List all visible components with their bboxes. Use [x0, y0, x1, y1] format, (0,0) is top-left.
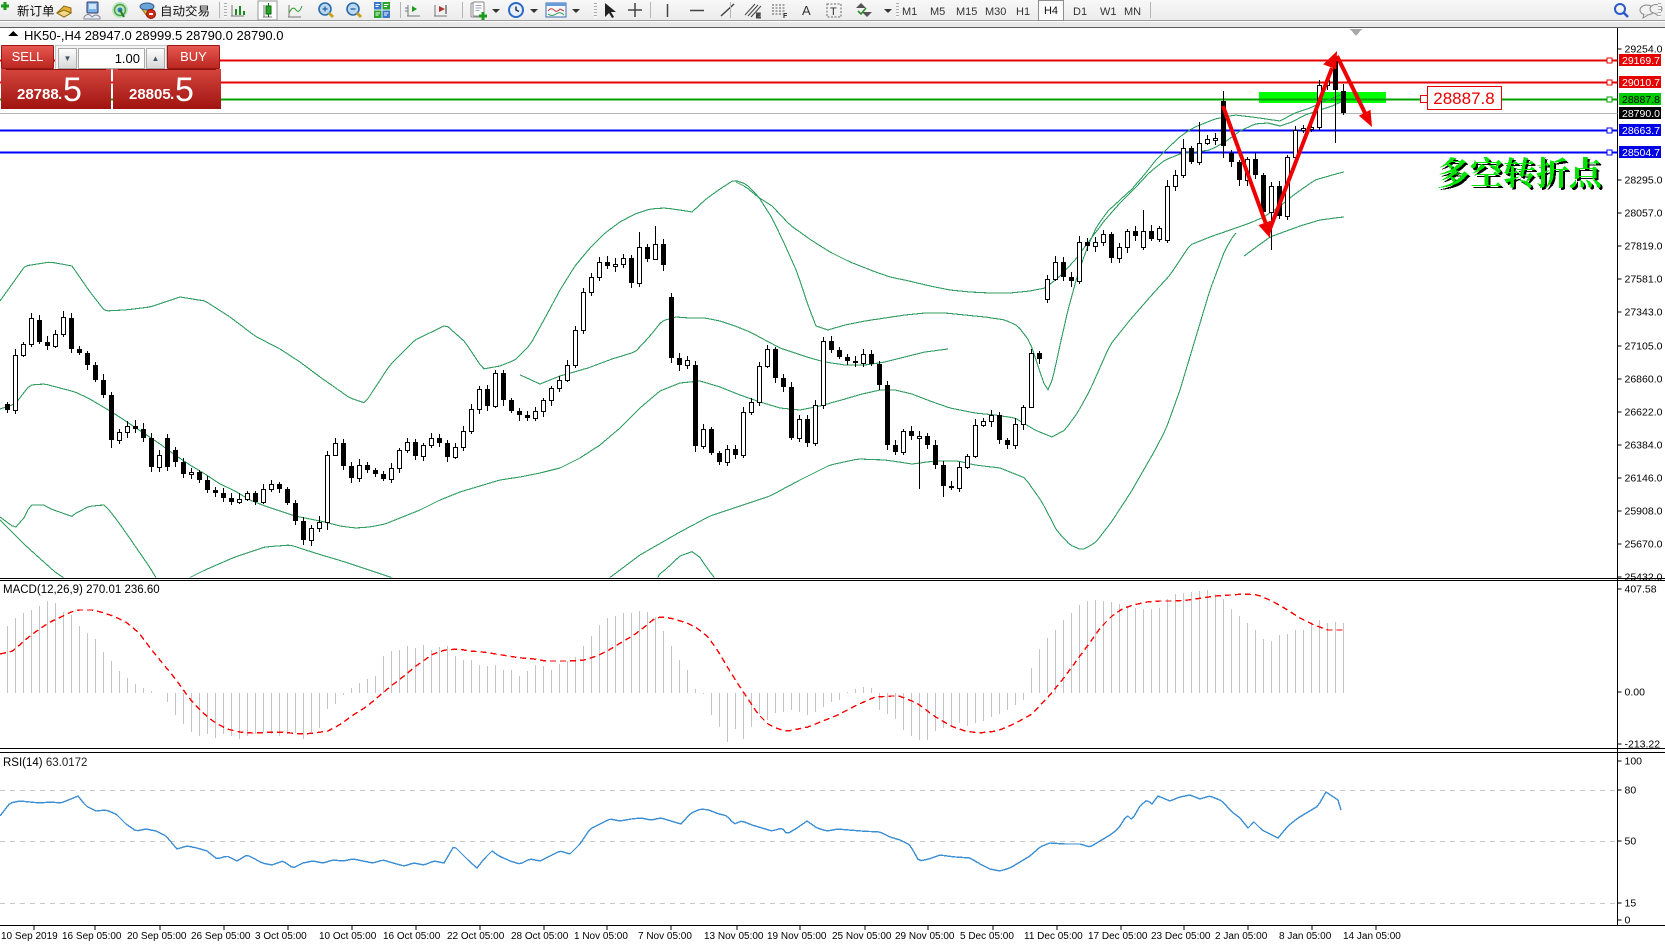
svg-text:D1: D1	[1073, 6, 1087, 18]
svg-text:26 Sep 05:00: 26 Sep 05:00	[191, 931, 251, 942]
svg-text:25908.0: 25908.0	[1625, 506, 1663, 518]
svg-text:28504.7: 28504.7	[1622, 147, 1660, 159]
svg-text:23 Dec 05:00: 23 Dec 05:00	[1151, 931, 1211, 942]
svg-text:26860.0: 26860.0	[1625, 374, 1663, 386]
svg-text:M1: M1	[902, 6, 917, 18]
svg-text:28 Oct 05:00: 28 Oct 05:00	[511, 931, 569, 942]
svg-text:10 Oct 05:00: 10 Oct 05:00	[319, 931, 377, 942]
svg-text:0.00: 0.00	[1625, 687, 1646, 699]
svg-text:26384.0: 26384.0	[1625, 440, 1663, 452]
svg-text:25 Nov 05:00: 25 Nov 05:00	[832, 931, 892, 942]
svg-text:-213.22: -213.22	[1625, 739, 1661, 751]
svg-text:MACD(12,26,9) 270.01 236.60: MACD(12,26,9) 270.01 236.60	[3, 584, 160, 596]
svg-text:28057.0: 28057.0	[1625, 208, 1663, 220]
svg-text:16 Oct 05:00: 16 Oct 05:00	[383, 931, 441, 942]
svg-text:27343.0: 27343.0	[1625, 307, 1663, 319]
svg-text:MN: MN	[1124, 6, 1141, 18]
svg-text:10 Sep 2019: 10 Sep 2019	[1, 931, 58, 942]
svg-text:407.58: 407.58	[1625, 584, 1657, 596]
svg-text:20 Sep 05:00: 20 Sep 05:00	[127, 931, 187, 942]
svg-text:25432.0: 25432.0	[1625, 572, 1663, 584]
svg-text:M30: M30	[985, 6, 1006, 18]
svg-text:F: F	[783, 13, 788, 20]
svg-text:15: 15	[1625, 898, 1637, 910]
svg-text:14 Jan 05:00: 14 Jan 05:00	[1343, 931, 1401, 942]
svg-text:29254.0: 29254.0	[1625, 44, 1663, 56]
svg-text:2 Jan 05:00: 2 Jan 05:00	[1215, 931, 1268, 942]
svg-text:22 Oct 05:00: 22 Oct 05:00	[447, 931, 505, 942]
svg-text:28887.8: 28887.8	[1433, 89, 1494, 108]
svg-text:H1: H1	[1016, 6, 1030, 18]
svg-text:19 Nov 05:00: 19 Nov 05:00	[767, 931, 827, 942]
svg-text:1 Nov 05:00: 1 Nov 05:00	[574, 931, 628, 942]
svg-text:29010.7: 29010.7	[1622, 77, 1660, 89]
svg-text:80: 80	[1625, 785, 1637, 797]
svg-text:26146.0: 26146.0	[1625, 473, 1663, 485]
svg-text:28790.0: 28790.0	[1622, 108, 1660, 120]
svg-text:A: A	[802, 3, 811, 18]
svg-text:28663.7: 28663.7	[1622, 125, 1660, 137]
svg-text:100: 100	[1625, 756, 1643, 768]
svg-text:HK50-,H4 28947.0 28999.5 2879: HK50-,H4 28947.0 28999.5 28790.0 28790.0	[24, 28, 284, 43]
svg-text:3 Oct 05:00: 3 Oct 05:00	[255, 931, 307, 942]
svg-text:RSI(14) 63.0172: RSI(14) 63.0172	[3, 757, 87, 769]
svg-text:8 Jan 05:00: 8 Jan 05:00	[1279, 931, 1332, 942]
svg-text:13 Nov 05:00: 13 Nov 05:00	[704, 931, 764, 942]
svg-text:W1: W1	[1100, 6, 1117, 18]
svg-text:26622.0: 26622.0	[1625, 407, 1663, 419]
svg-text:5 Dec 05:00: 5 Dec 05:00	[960, 931, 1014, 942]
svg-text:27105.0: 27105.0	[1625, 341, 1663, 353]
svg-text:E: E	[756, 13, 761, 20]
svg-text:M5: M5	[930, 6, 945, 18]
svg-text:29 Nov 05:00: 29 Nov 05:00	[895, 931, 955, 942]
svg-text:7 Nov 05:00: 7 Nov 05:00	[638, 931, 692, 942]
svg-text:17 Dec 05:00: 17 Dec 05:00	[1088, 931, 1148, 942]
svg-text:27819.0: 27819.0	[1625, 241, 1663, 253]
svg-text:0: 0	[1625, 915, 1631, 927]
svg-text:29169.7: 29169.7	[1622, 55, 1660, 67]
svg-text:28887.8: 28887.8	[1622, 94, 1660, 106]
svg-text:27581.0: 27581.0	[1625, 274, 1663, 286]
svg-text:28295.0: 28295.0	[1625, 175, 1663, 187]
svg-text:50: 50	[1625, 836, 1637, 848]
svg-text:M15: M15	[956, 6, 977, 18]
svg-text:11 Dec 05:00: 11 Dec 05:00	[1024, 931, 1083, 942]
svg-text:T: T	[830, 6, 837, 18]
svg-text:16 Sep 05:00: 16 Sep 05:00	[62, 931, 122, 942]
svg-text:25670.0: 25670.0	[1625, 539, 1663, 551]
